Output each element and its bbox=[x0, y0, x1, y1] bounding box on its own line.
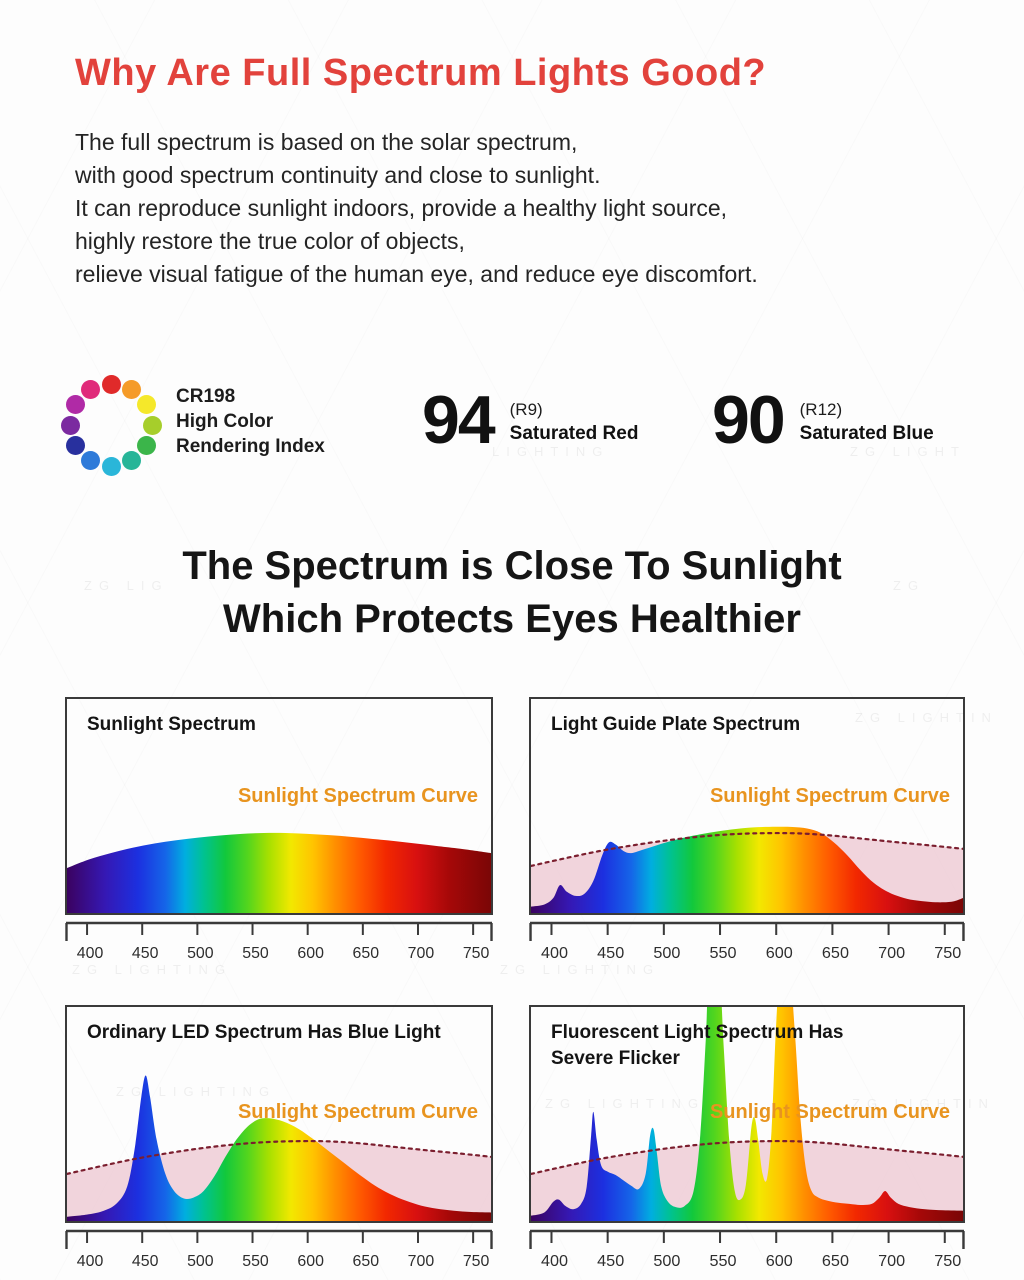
svg-text:750: 750 bbox=[934, 1252, 961, 1270]
svg-text:400: 400 bbox=[77, 1253, 104, 1270]
intro-line: highly restore the true color of objects… bbox=[75, 228, 465, 254]
svg-text:550: 550 bbox=[242, 945, 269, 962]
intro-line: relieve visual fatigue of the human eye,… bbox=[75, 261, 758, 287]
svg-text:700: 700 bbox=[408, 945, 435, 962]
svg-text:500: 500 bbox=[187, 945, 214, 962]
color-dot bbox=[65, 436, 85, 455]
cri-index-value: CR198 bbox=[176, 386, 236, 407]
sunlight-curve-label: Sunlight Spectrum Curve bbox=[709, 1101, 950, 1124]
svg-text:600: 600 bbox=[297, 945, 324, 962]
svg-text:450: 450 bbox=[597, 944, 624, 962]
metric-tag: (R9) bbox=[509, 399, 543, 419]
spectrum-plot bbox=[531, 1007, 963, 1221]
svg-text:750: 750 bbox=[463, 1253, 490, 1270]
svg-text:700: 700 bbox=[408, 1253, 435, 1270]
color-dot bbox=[101, 456, 121, 476]
svg-text:700: 700 bbox=[878, 944, 905, 962]
color-dot bbox=[137, 436, 156, 455]
svg-text:550: 550 bbox=[242, 1253, 269, 1270]
metric-label: Saturated Blue bbox=[799, 422, 934, 444]
metric-saturated-blue: 90 (R12) Saturated Blue bbox=[712, 386, 934, 454]
intro-line: with good spectrum continuity and close … bbox=[75, 162, 601, 188]
watermark-text: ZG LIGHTING bbox=[500, 962, 661, 977]
svg-text:450: 450 bbox=[132, 1253, 159, 1270]
svg-text:750: 750 bbox=[463, 945, 490, 962]
metric-label: Saturated Red bbox=[509, 422, 639, 444]
chart-panel-light-guide-plate-spectrum: Light Guide Plate Spectrum Sunlight Spec… bbox=[529, 697, 965, 963]
watermark-text: ZG LIGHTING bbox=[72, 962, 233, 977]
chart-frame: Sunlight Spectrum Sunlight Spectrum Curv… bbox=[65, 697, 493, 915]
color-dot bbox=[60, 415, 80, 435]
cri-label-line: Rendering Index bbox=[176, 436, 325, 457]
cri-label: CR198 High Color Rendering Index bbox=[176, 384, 325, 459]
metric-value: 94 bbox=[422, 382, 496, 458]
chart-title: Sunlight Spectrum bbox=[87, 714, 256, 735]
page-title: Why Are Full Spectrum Lights Good? bbox=[75, 52, 767, 94]
color-dot bbox=[137, 395, 156, 414]
intro-paragraph: The full spectrum is based on the solar … bbox=[75, 126, 758, 291]
sunlight-curve-label: Sunlight Spectrum Curve bbox=[237, 1101, 478, 1124]
color-dot bbox=[65, 395, 85, 414]
chart-title: Light Guide Plate Spectrum bbox=[551, 714, 801, 735]
section-heading-line: The Spectrum is Close To Sunlight bbox=[182, 544, 842, 588]
svg-text:600: 600 bbox=[766, 1252, 793, 1270]
section-heading: The Spectrum is Close To Sunlight Which … bbox=[0, 540, 1024, 646]
metric-tag: (R12) bbox=[799, 399, 843, 419]
svg-text:550: 550 bbox=[710, 1252, 737, 1270]
svg-text:500: 500 bbox=[653, 1252, 680, 1270]
metric-value: 90 bbox=[712, 382, 786, 458]
section-heading-line: Which Protects Eyes Healthier bbox=[223, 597, 801, 641]
chart-panel-ordinary-led-spectrum: Ordinary LED Spectrum Has Blue Light Sun… bbox=[65, 1005, 493, 1271]
x-axis: 400 450 500 550 600 650 700 750 bbox=[65, 1229, 493, 1271]
svg-text:650: 650 bbox=[353, 1253, 380, 1270]
color-dot bbox=[81, 379, 100, 399]
color-dot bbox=[101, 374, 121, 394]
chart-title: Fluorescent Light Spectrum Has Severe Fl… bbox=[551, 1022, 844, 1069]
svg-text:400: 400 bbox=[541, 944, 568, 962]
svg-text:650: 650 bbox=[822, 1252, 849, 1270]
svg-text:550: 550 bbox=[710, 944, 737, 962]
color-wheel-icon bbox=[58, 372, 164, 478]
svg-text:500: 500 bbox=[187, 1253, 214, 1270]
cri-label-line: High Color bbox=[176, 411, 274, 432]
chart-title: Ordinary LED Spectrum Has Blue Light bbox=[87, 1022, 441, 1043]
intro-line: The full spectrum is based on the solar … bbox=[75, 129, 578, 155]
svg-text:700: 700 bbox=[878, 1252, 905, 1270]
chart-frame: Fluorescent Light Spectrum Has Severe Fl… bbox=[529, 1005, 965, 1223]
chart-frame: Light Guide Plate Spectrum Sunlight Spec… bbox=[529, 697, 965, 915]
chart-frame: Ordinary LED Spectrum Has Blue Light Sun… bbox=[65, 1005, 493, 1223]
svg-text:400: 400 bbox=[77, 945, 104, 962]
chart-panel-sunlight-spectrum: Sunlight Spectrum Sunlight Spectrum Curv… bbox=[65, 697, 493, 963]
svg-text:650: 650 bbox=[822, 944, 849, 962]
sunlight-curve-label: Sunlight Spectrum Curve bbox=[709, 784, 950, 807]
metric-saturated-red: 94 (R9) Saturated Red bbox=[422, 386, 638, 454]
svg-text:400: 400 bbox=[541, 1252, 568, 1270]
svg-text:600: 600 bbox=[297, 1253, 324, 1270]
color-dot bbox=[122, 451, 141, 470]
svg-text:450: 450 bbox=[597, 1252, 624, 1270]
chart-panel-fluorescent-spectrum: Fluorescent Light Spectrum Has Severe Fl… bbox=[529, 1005, 965, 1271]
svg-text:500: 500 bbox=[653, 944, 680, 962]
spectrum-plot bbox=[531, 699, 963, 913]
svg-text:450: 450 bbox=[132, 945, 159, 962]
x-axis: 400 450 500 550 600 650 700 750 bbox=[529, 921, 965, 963]
svg-text:600: 600 bbox=[766, 944, 793, 962]
color-dot bbox=[81, 451, 100, 470]
svg-text:650: 650 bbox=[353, 945, 380, 962]
spectrum-plot bbox=[67, 699, 491, 913]
x-axis: 400 450 500 550 600 650 700 750 bbox=[529, 1229, 965, 1271]
color-dot bbox=[142, 415, 162, 435]
spectrum-plot bbox=[67, 1007, 491, 1221]
sunlight-curve-label: Sunlight Spectrum Curve bbox=[237, 784, 478, 807]
color-dot bbox=[122, 379, 141, 399]
cri-row: CR198 High Color Rendering Index 94 (R9)… bbox=[0, 372, 1024, 492]
x-axis: 400 450 500 550 600 650 700 750 bbox=[65, 921, 493, 963]
svg-text:750: 750 bbox=[934, 944, 961, 962]
intro-line: It can reproduce sunlight indoors, provi… bbox=[75, 195, 728, 221]
